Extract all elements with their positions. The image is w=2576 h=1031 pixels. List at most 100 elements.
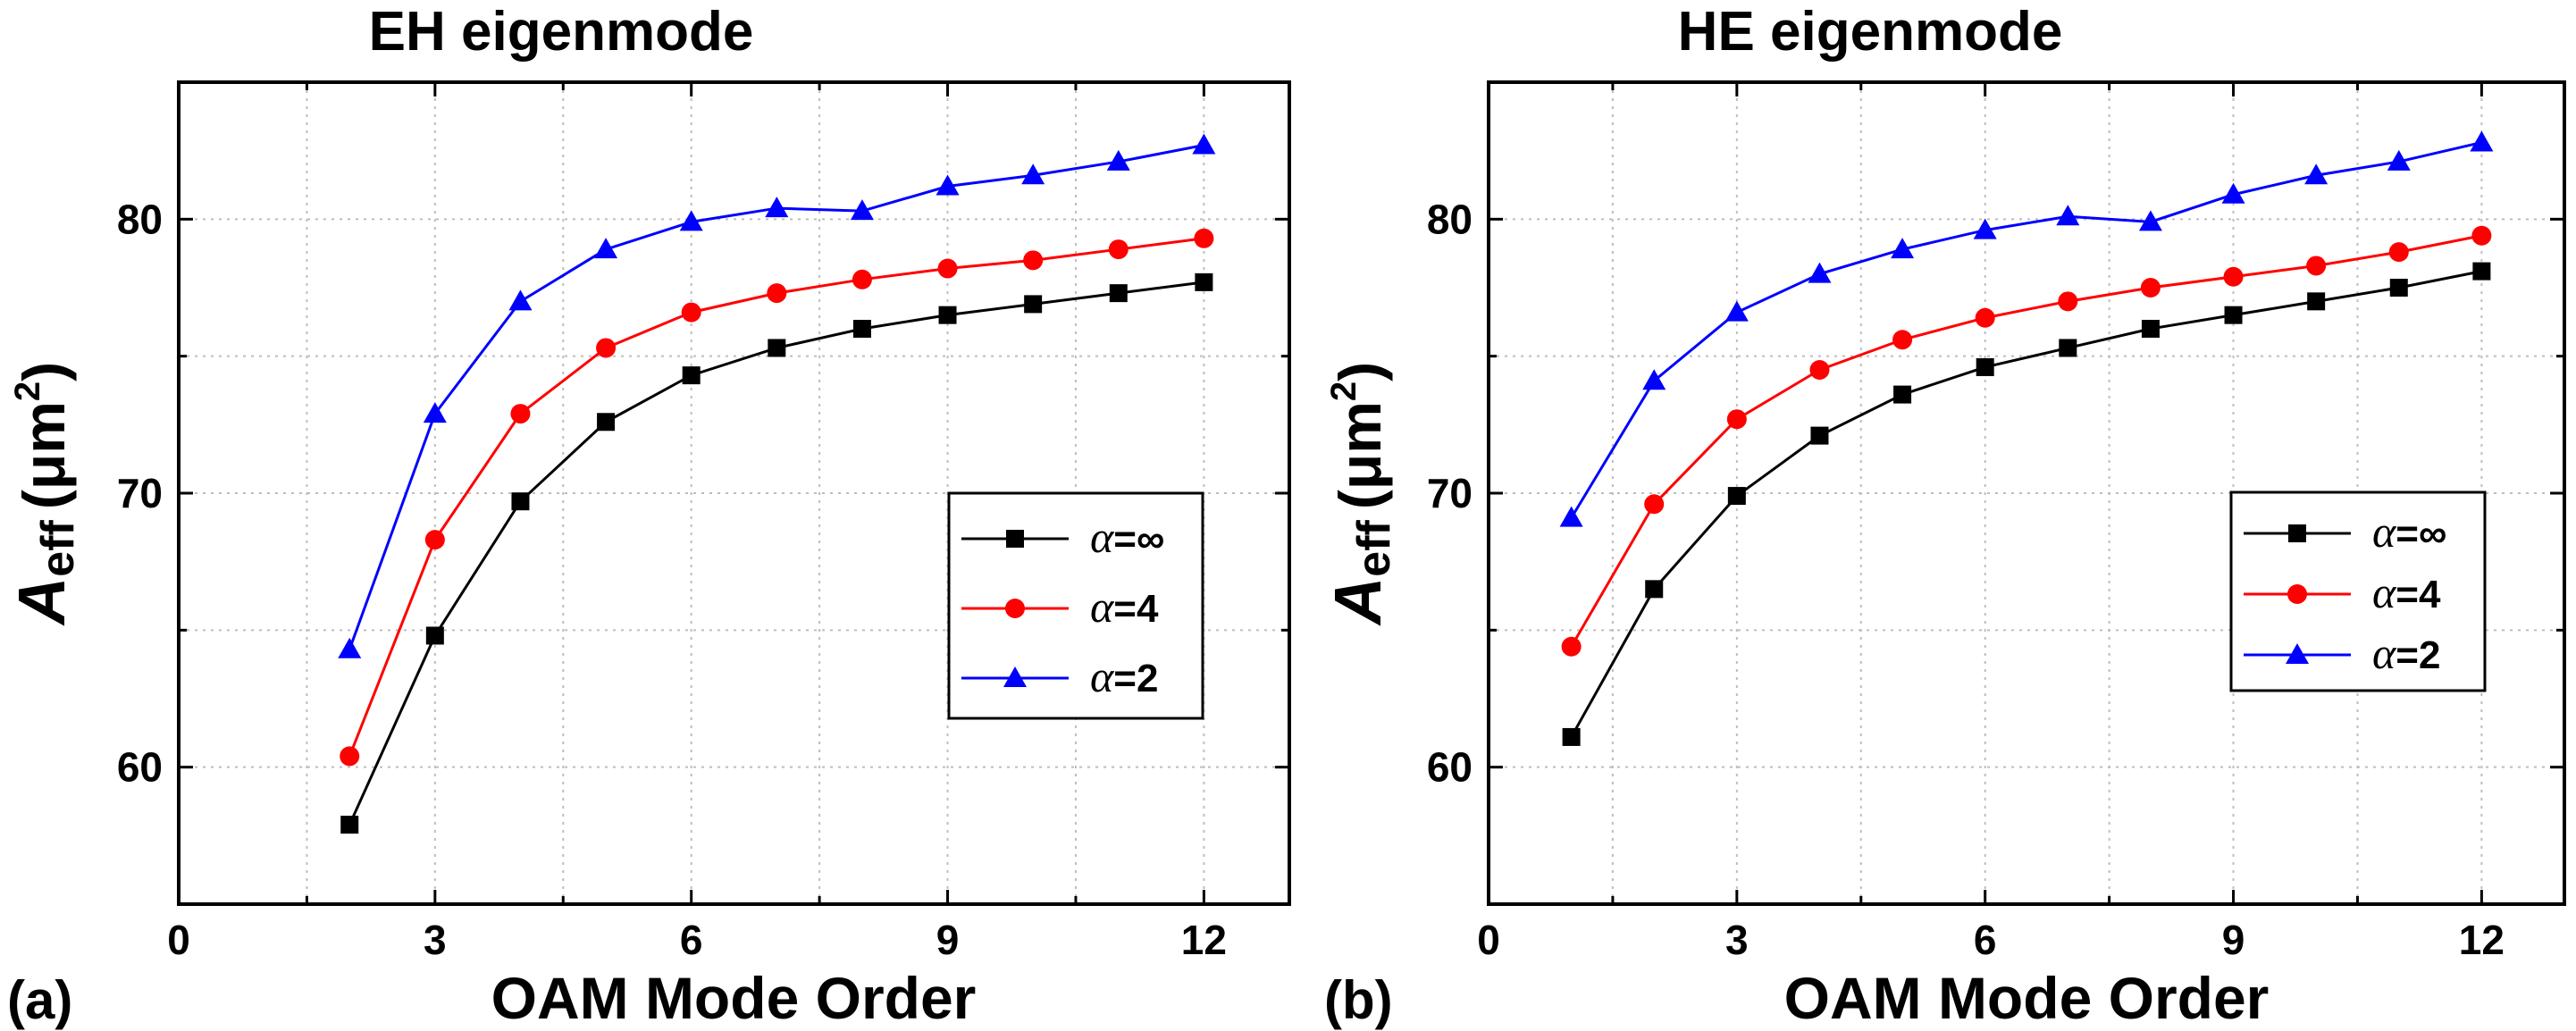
series-square [1562,262,2491,746]
series-square [340,272,1213,834]
legend-label-greek: α [2372,628,2397,678]
ylabel-close: ) [11,362,77,381]
panel-a-tag: (a) [7,970,72,1030]
y-tick-label: 70 [1427,470,1473,516]
data-point [340,746,360,767]
data-point [2304,163,2328,185]
legend-label-value: =∞ [1113,517,1164,561]
data-point [511,492,530,511]
panel-a-legend-entries: α=∞α=4α=2 [961,512,1164,701]
data-point [768,339,786,357]
data-point [937,258,958,279]
panel-b-tag: (b) [1324,970,1393,1030]
legend-marker [2287,584,2307,604]
legend-label-greek: α [1090,582,1115,632]
data-point [2307,292,2326,311]
data-point [2387,149,2411,171]
ylabel-main: A [1321,577,1395,626]
panel-b-series [1559,130,2494,746]
data-point [765,197,789,218]
legend-entry: α=∞ [2244,507,2446,557]
legend-marker [1006,530,1024,548]
legend-marker [1003,666,1027,687]
data-point [936,174,960,196]
panel-b-legend: α=∞α=4α=2 [2229,490,2487,692]
data-point [508,289,533,311]
data-point [2138,210,2162,231]
data-point [2059,339,2077,357]
data-point [1023,250,1044,271]
data-point [1724,300,1749,322]
data-point [2058,291,2078,312]
panel-a-x-axis-label: OAM Mode Order [491,965,977,1031]
data-point [1559,506,1583,527]
panel-a: EH eigenmode 0 3 6 9 12 60 70 80 Aeff (μm2) OAM … [4,1,1291,1031]
data-point [2470,130,2494,152]
legend-marker [2288,524,2306,542]
data-point [425,626,444,645]
panel-a-series [338,133,1216,834]
data-point [423,402,447,423]
data-point [1973,218,1997,239]
ylabel-sup: 2 [8,381,47,401]
legend-label-value: =4 [2396,573,2441,616]
data-point [852,320,871,338]
legend-entry: α=2 [961,651,1158,701]
data-point [2056,205,2080,226]
ylabel-units: (μm [1327,401,1393,509]
panel-b-x-axis-label: OAM Mode Order [1784,965,2270,1031]
data-point [1893,385,1912,404]
data-point [510,404,531,424]
x-tick-label: 3 [424,917,447,963]
ylabel-units: (μm [11,401,77,509]
x-tick-label: 9 [2222,917,2245,963]
data-point [2141,320,2160,338]
x-tick-label: 12 [2459,917,2505,963]
data-point [852,269,872,289]
panel-b-y-axis-label: Aeff (μm2) [1321,362,1400,626]
data-point [2471,225,2492,246]
data-point [1561,636,1582,657]
x-tick-label: 3 [1725,917,1749,963]
y-tick-label: 70 [117,470,163,516]
data-point [1106,149,1130,171]
legend-label: α=4 [2372,567,2441,617]
data-point [597,413,616,432]
legend-label-greek: α [2372,507,2397,557]
data-point [850,199,874,221]
panel-a-legend: α=∞α=4α=2 [947,491,1204,720]
legend-marker [1005,599,1025,618]
data-point [2224,306,2243,324]
ylabel-main: A [4,577,79,626]
legend-entry: α=4 [961,582,1159,632]
legend-label: α=2 [1090,651,1158,701]
data-point [1645,580,1664,599]
data-point [1642,369,1666,390]
series-circle [1561,225,2492,657]
data-point [338,637,362,658]
series-triangle [338,133,1216,658]
panel-b: HE eigenmode 0 3 6 9 12 60 70 80 Aeff (μm2) OAM … [1321,1,2566,1031]
panel-a-ticks: 0 3 6 9 12 60 70 80 [117,80,1289,963]
legend-label-value: =2 [2396,633,2440,677]
data-point [938,306,957,324]
series-line [1570,141,2482,519]
data-point [1727,487,1746,506]
ylabel-sup: 2 [1324,381,1364,401]
data-point [1975,307,1995,328]
data-point [1976,357,1994,376]
panel-b-legend-box [2229,490,2487,692]
data-point [1891,238,1915,259]
panel-b-title: HE eigenmode [1678,1,2063,63]
y-tick-label: 60 [1427,744,1473,791]
ylabel-close: ) [1327,362,1393,381]
legend-label: α=∞ [1090,512,1164,562]
x-tick-label: 6 [680,917,703,963]
legend-marker [2286,643,2309,664]
x-tick-label: 0 [167,917,190,963]
series-line [1570,270,2482,738]
legend-label: α=2 [2372,628,2440,678]
x-tick-label: 9 [936,917,960,963]
x-tick-label: 6 [1974,917,1997,963]
